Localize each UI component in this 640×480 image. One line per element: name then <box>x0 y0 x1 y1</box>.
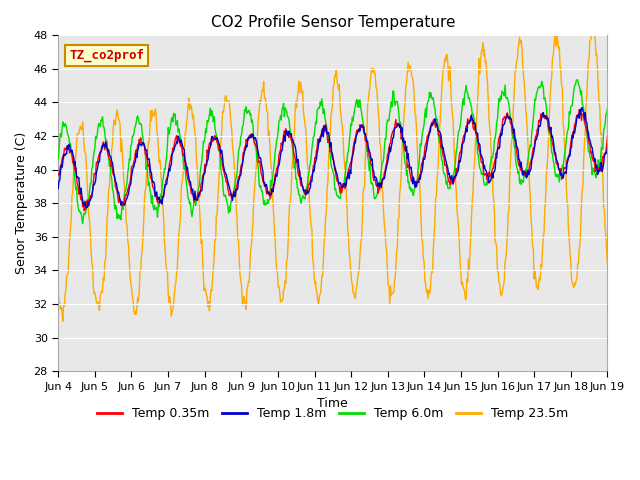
Legend: Temp 0.35m, Temp 1.8m, Temp 6.0m, Temp 23.5m: Temp 0.35m, Temp 1.8m, Temp 6.0m, Temp 2… <box>92 402 573 425</box>
Y-axis label: Senor Temperature (C): Senor Temperature (C) <box>15 132 28 275</box>
Text: TZ_co2prof: TZ_co2prof <box>69 49 144 62</box>
X-axis label: Time: Time <box>317 397 348 410</box>
Title: CO2 Profile Sensor Temperature: CO2 Profile Sensor Temperature <box>211 15 455 30</box>
